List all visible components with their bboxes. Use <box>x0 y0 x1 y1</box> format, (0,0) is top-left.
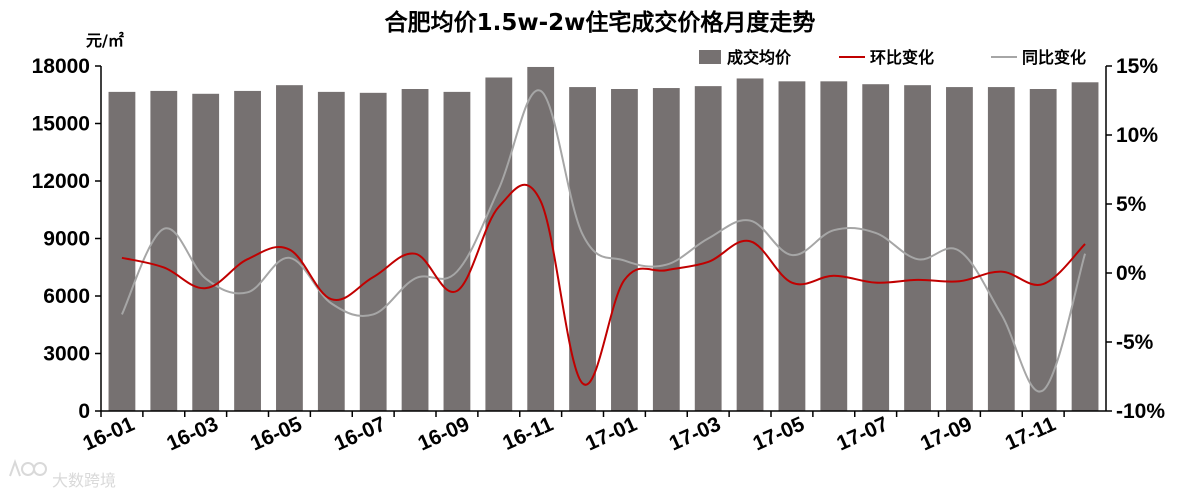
bar-17-07 <box>862 84 890 412</box>
y-left-tick-label: 0 <box>78 400 90 423</box>
y-right-tick-label: 5% <box>1116 193 1147 216</box>
bar-16-02 <box>150 90 178 412</box>
chart-title: 合肥均价1.5w-2w住宅成交价格月度走势 <box>385 9 816 36</box>
x-tick-label: 16-03 <box>163 413 221 456</box>
x-tick-label: 16-07 <box>331 413 389 456</box>
bar-16-09 <box>443 91 471 412</box>
bar-16-08 <box>401 89 429 411</box>
watermark-text: 大数跨境 <box>52 471 116 490</box>
y-left-unit: 元/㎡ <box>86 31 124 50</box>
bar-16-07 <box>359 92 387 411</box>
watermark: 大数跨境 <box>9 459 116 490</box>
bar-17-11 <box>1029 89 1057 411</box>
y-right-tick-label: 10% <box>1116 124 1158 147</box>
y-right-tick-label: 0% <box>1116 262 1147 285</box>
x-tick-label: 16-11 <box>499 412 557 455</box>
bar-16-04 <box>234 90 261 412</box>
x-tick-label: 17-11 <box>1002 412 1060 455</box>
bar-16-01 <box>108 91 136 412</box>
y-left-tick-label: 9000 <box>43 228 90 251</box>
bar-17-10 <box>987 87 1015 411</box>
x-ticks: 16-01 16-03 16-05 16-07 16-09 16-11 17-01 17-03… <box>80 411 1065 455</box>
x-tick-label: 16-09 <box>415 413 473 456</box>
bar-17-08 <box>904 85 931 412</box>
y-right-ticks: -10% -5% 0% 5% 10% 15% <box>1106 55 1165 423</box>
legend-label: 成交均价 <box>727 48 792 67</box>
line-mom <box>121 183 1086 386</box>
x-tick-label: 17-09 <box>917 413 975 456</box>
bar-series <box>108 66 1099 412</box>
x-tick-label: 17-05 <box>750 412 809 455</box>
watermark-logo-icon <box>9 459 47 477</box>
y-left-tick-label: 12000 <box>32 170 90 193</box>
bar-16-03 <box>192 93 220 411</box>
bar-17-05 <box>778 81 806 411</box>
y-left-tick-label: 15000 <box>32 113 90 136</box>
legend: 成交均价 环比变化 同比变化 <box>699 48 1086 67</box>
x-tick-label: 17-03 <box>666 413 724 456</box>
y-right-tick-label: -5% <box>1116 331 1154 354</box>
legend-swatch <box>699 50 721 64</box>
bar-16-11 <box>527 66 555 412</box>
x-tick-label: 16-05 <box>247 412 306 455</box>
x-tick-label: 17-07 <box>833 413 891 456</box>
y-left-tick-label: 6000 <box>43 285 90 308</box>
y-right-tick-label: 15% <box>1116 55 1158 78</box>
bar-17-12 <box>1071 82 1099 411</box>
bar-16-06 <box>317 91 345 412</box>
legend-label: 环比变化 <box>870 48 934 67</box>
line-yoy <box>121 89 1087 393</box>
bar-17-03 <box>694 86 722 412</box>
y-left-tick-label: 3000 <box>43 343 90 366</box>
bar-17-04 <box>736 78 764 412</box>
bar-17-01 <box>611 89 638 411</box>
y-left-tick-label: 18000 <box>32 55 90 78</box>
bar-17-06 <box>820 81 848 411</box>
y-right-tick-label: -10% <box>1116 400 1165 423</box>
y-left-ticks: 0 3000 6000 9000 12000 15000 18000 <box>32 55 101 423</box>
legend-label: 同比变化 <box>1022 48 1086 67</box>
line-series <box>121 89 1087 393</box>
bar-16-10 <box>485 77 513 411</box>
x-tick-label: 17-01 <box>582 412 641 455</box>
bar-17-02 <box>652 88 680 411</box>
